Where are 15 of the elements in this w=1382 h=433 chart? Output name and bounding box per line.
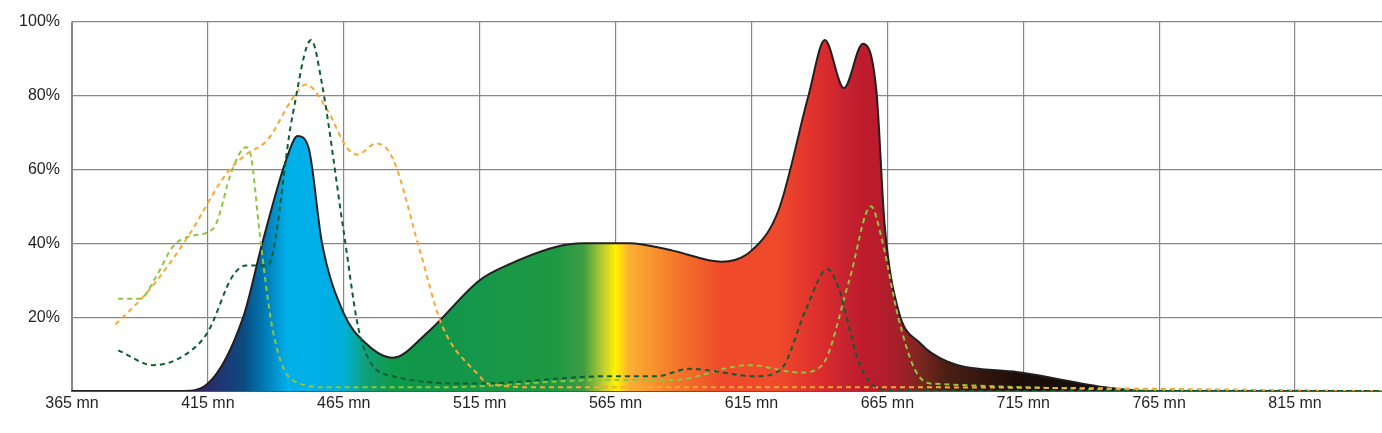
y-tick-label: 40% bbox=[27, 233, 60, 251]
x-tick-label: 815 mn bbox=[1268, 394, 1322, 412]
x-tick-label: 565 mn bbox=[588, 394, 643, 412]
y-tick-label: 60% bbox=[27, 159, 60, 177]
x-tick-label: 665 mn bbox=[860, 394, 915, 412]
x-tick-label: 365 mn bbox=[45, 394, 99, 412]
x-tick-label: 715 mn bbox=[996, 394, 1050, 412]
x-tick-label: 615 mn bbox=[724, 394, 779, 412]
y-tick-label: 80% bbox=[27, 85, 60, 103]
y-tick-label: 20% bbox=[27, 307, 60, 325]
y-tick-label: 100% bbox=[19, 12, 60, 30]
x-tick-label: 415 mn bbox=[181, 394, 235, 412]
x-tick-label: 765 mn bbox=[1132, 394, 1186, 412]
x-tick-label: 515 mn bbox=[452, 394, 507, 412]
x-tick-label: 465 mn bbox=[317, 394, 371, 412]
